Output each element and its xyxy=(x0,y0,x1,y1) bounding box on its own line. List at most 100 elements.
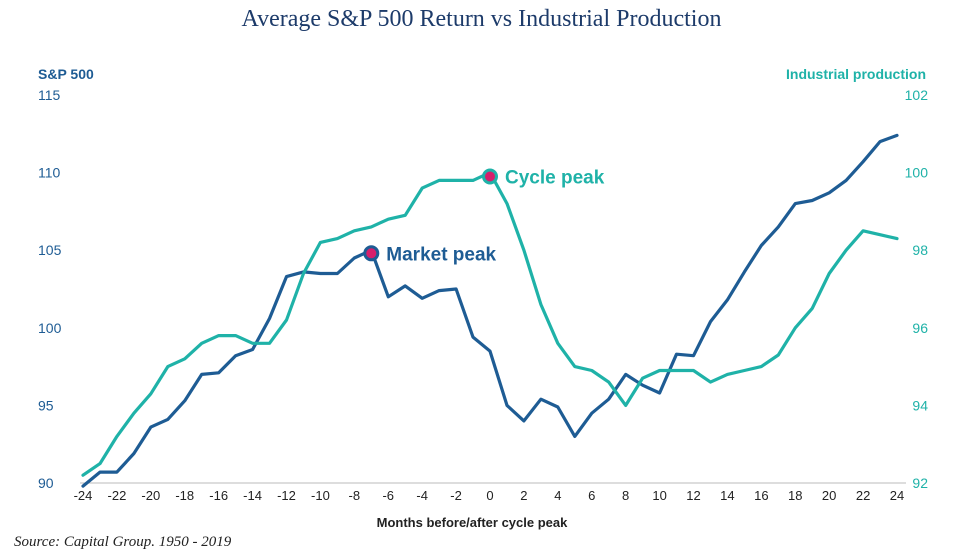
sp500-data-point xyxy=(251,348,253,350)
industrial-production-data-point xyxy=(421,187,423,189)
industrial-production-series-line xyxy=(81,171,899,477)
right-tick-label: 98 xyxy=(912,242,928,258)
sp500-data-point xyxy=(862,161,864,163)
sp500-data-point xyxy=(624,373,626,375)
sp500-data-point xyxy=(150,426,152,428)
sp500-data-point xyxy=(828,192,830,194)
industrial-production-data-point xyxy=(251,342,253,344)
market-peak-label: Market peak xyxy=(386,244,496,265)
sp500-data-point xyxy=(879,140,881,142)
industrial-production-data-point xyxy=(336,237,338,239)
series-layer xyxy=(81,133,899,488)
sp500-data-point xyxy=(472,336,474,338)
x-tick-label: 24 xyxy=(890,488,904,503)
industrial-production-data-point xyxy=(624,404,626,406)
sp500-data-point xyxy=(116,471,118,473)
sp500-data-point xyxy=(438,289,440,291)
industrial-production-data-point xyxy=(540,303,542,305)
sp500-data-point xyxy=(201,373,203,375)
industrial-production-data-point xyxy=(879,233,881,235)
sp500-data-point xyxy=(591,412,593,414)
x-tick-label: 14 xyxy=(720,488,734,503)
marker-layer: Market peak Cycle peak xyxy=(363,167,605,265)
right-tick-label: 100 xyxy=(905,165,929,181)
x-tick-label: -6 xyxy=(382,488,394,503)
industrial-production-data-point xyxy=(557,342,559,344)
industrial-production-data-point xyxy=(828,272,830,274)
industrial-production-data-point xyxy=(184,358,186,360)
industrial-production-data-point xyxy=(574,365,576,367)
x-tick-label: 16 xyxy=(754,488,768,503)
x-tick-label: 4 xyxy=(554,488,561,503)
sp500-data-point xyxy=(523,420,525,422)
industrial-production-data-point xyxy=(862,230,864,232)
sp500-data-point xyxy=(658,392,660,394)
x-tick-label: -2 xyxy=(450,488,462,503)
industrial-production-data-point xyxy=(726,373,728,375)
x-tick-label: -22 xyxy=(108,488,127,503)
industrial-production-data-point xyxy=(523,249,525,251)
industrial-production-data-point xyxy=(506,202,508,204)
industrial-production-data-point xyxy=(268,342,270,344)
x-tick-label: 6 xyxy=(588,488,595,503)
industrial-production-data-point xyxy=(217,334,219,336)
left-tick-label: 115 xyxy=(38,87,61,103)
left-tick-label: 90 xyxy=(38,475,54,491)
x-axis-title: Months before/after cycle peak xyxy=(377,515,568,530)
industrial-production-data-point xyxy=(794,327,796,329)
sp500-data-point xyxy=(557,406,559,408)
industrial-production-data-point xyxy=(150,393,152,395)
cycle-peak-label: Cycle peak xyxy=(505,167,605,188)
x-tick-label: 20 xyxy=(822,488,836,503)
right-axis-title: Industrial production xyxy=(786,66,926,82)
sp500-data-point xyxy=(726,299,728,301)
x-tick-label: 18 xyxy=(788,488,802,503)
industrial-production-data-point xyxy=(658,369,660,371)
industrial-production-data-point xyxy=(675,369,677,371)
industrial-production-data-point xyxy=(709,381,711,383)
right-axis-ticks: 92 94 96 98 100 102 xyxy=(905,87,929,491)
sp500-data-point xyxy=(99,471,101,473)
sp500-data-point xyxy=(794,202,796,204)
sp500-data-point xyxy=(387,296,389,298)
industrial-production-data-point xyxy=(777,354,779,356)
sp500-data-point xyxy=(319,272,321,274)
industrial-production-data-point xyxy=(302,272,304,274)
industrial-production-data-point xyxy=(319,241,321,243)
industrial-production-data-point xyxy=(116,435,118,437)
market-peak-marker xyxy=(363,245,380,262)
left-tick-label: 105 xyxy=(38,242,62,258)
x-tick-label: -18 xyxy=(175,488,194,503)
sp500-data-point xyxy=(455,288,457,290)
industrial-production-data-point xyxy=(743,369,745,371)
x-tick-label: 12 xyxy=(686,488,700,503)
industrial-production-data-point xyxy=(404,214,406,216)
right-tick-label: 92 xyxy=(912,475,928,491)
industrial-production-data-point xyxy=(845,249,847,251)
industrial-production-data-point xyxy=(608,381,610,383)
sp500-data-point xyxy=(421,297,423,299)
right-tick-label: 96 xyxy=(912,320,928,336)
sp500-data-point xyxy=(353,257,355,259)
sp500-data-point xyxy=(760,244,762,246)
x-tick-label: 10 xyxy=(652,488,666,503)
x-tick-label: 8 xyxy=(622,488,629,503)
chart-title: Average S&P 500 Return vs Industrial Pro… xyxy=(241,6,722,32)
x-tick-label: -20 xyxy=(141,488,160,503)
industrial-production-data-point xyxy=(353,230,355,232)
sp500-data-point xyxy=(709,320,711,322)
sp500-data-point xyxy=(777,226,779,228)
sp500-data-point xyxy=(845,179,847,181)
left-tick-label: 100 xyxy=(38,320,62,336)
right-tick-label: 94 xyxy=(912,397,928,413)
sp500-data-point xyxy=(540,398,542,400)
industrial-production-data-point xyxy=(99,462,101,464)
sp500-data-point xyxy=(82,485,84,487)
sp500-data-point xyxy=(184,400,186,402)
sp500-data-point xyxy=(574,435,576,437)
x-tick-label: 0 xyxy=(486,488,493,503)
industrial-production-data-point xyxy=(591,369,593,371)
industrial-production-data-point xyxy=(387,218,389,220)
sp500-data-point xyxy=(217,372,219,374)
